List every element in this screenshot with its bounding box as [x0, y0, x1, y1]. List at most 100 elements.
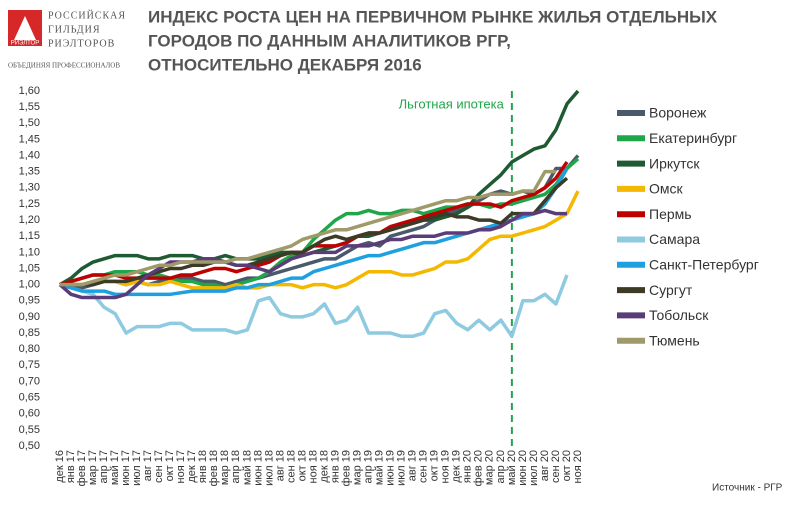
y-tick-label: 1,05	[19, 262, 40, 274]
legend-label: Омск	[649, 181, 684, 197]
x-tick-label: фев 18	[208, 450, 220, 486]
annotation-text: Льготная ипотека	[399, 96, 505, 111]
legend-label: Воронеж	[649, 105, 707, 121]
series-line	[59, 274, 569, 339]
x-tick-label: мар 17	[87, 450, 99, 485]
y-tick-label: 1,55	[19, 101, 40, 113]
x-tick-label: авг 19	[407, 450, 419, 481]
legend-label: Тюмень	[649, 332, 700, 348]
x-tick-label: май 17	[109, 450, 121, 485]
x-tick-label: мар 19	[351, 450, 363, 485]
x-tick-label: фев 20	[473, 450, 485, 486]
y-tick-label: 0,85	[19, 327, 40, 339]
x-tick-label: апр 20	[495, 450, 507, 483]
x-tick-label: авг 17	[142, 450, 154, 481]
y-tick-label: 0,50	[19, 440, 40, 452]
legend-label: Сургут	[649, 282, 693, 298]
legend-label: Екатеринбург	[649, 130, 737, 146]
legend-label: Иркутск	[649, 155, 700, 171]
x-tick-label: июл 17	[131, 450, 143, 486]
x-tick-label: окт 17	[164, 450, 176, 481]
x-tick-label: окт 20	[561, 450, 573, 481]
series-line	[59, 89, 580, 287]
x-tick-label: июн 20	[517, 450, 529, 486]
y-tick-label: 1,40	[19, 149, 40, 161]
x-tick-label: июл 19	[396, 450, 408, 486]
x-tick-label: янв 19	[329, 450, 341, 483]
y-tick-label: 0,80	[19, 343, 40, 355]
x-tick-label: авг 20	[539, 450, 551, 481]
y-tick-label: 0,60	[19, 408, 40, 420]
legend-label: Тобольск	[649, 307, 709, 323]
x-tick-label: окт 19	[429, 450, 441, 481]
y-tick-label: 0,75	[19, 359, 40, 371]
y-tick-label: 0,90	[19, 311, 40, 323]
x-tick-label: июл 18	[263, 450, 275, 486]
x-tick-label: июн 19	[385, 450, 397, 486]
y-tick-label: 1,25	[19, 198, 40, 210]
x-tick-label: ноя 19	[440, 450, 452, 483]
x-tick-label: апр 18	[230, 450, 242, 483]
x-tick-label: апр 17	[98, 450, 110, 483]
y-tick-label: 1,60	[19, 85, 40, 97]
x-tick-label: мар 18	[219, 450, 231, 485]
y-tick-label: 1,35	[19, 166, 40, 178]
x-tick-label: сен 18	[285, 450, 297, 483]
x-tick-label: окт 18	[296, 450, 308, 481]
x-tick-label: июл 20	[528, 450, 540, 486]
x-tick-label: мар 20	[484, 450, 496, 485]
y-tick-label: 0,65	[19, 391, 40, 403]
x-tick-label: сен 20	[550, 450, 562, 483]
x-tick-label: май 19	[374, 450, 386, 485]
x-tick-label: дек 17	[186, 450, 198, 483]
y-tick-label: 1,30	[19, 182, 40, 194]
x-tick-label: янв 17	[65, 450, 77, 483]
series-line	[60, 169, 556, 287]
logo-text: РОССИЙСКАЯ	[48, 9, 126, 21]
x-tick-label: июн 17	[120, 450, 132, 486]
x-tick-label: авг 18	[274, 450, 286, 481]
y-tick-label: 0,55	[19, 424, 40, 436]
x-tick-label: ноя 20	[572, 450, 584, 483]
x-tick-label: ноя 18	[307, 450, 319, 483]
legend-label: Санкт-Петербург	[649, 257, 759, 273]
logo-icon-text: РИЭЛТОР	[11, 41, 39, 47]
x-tick-label: дек 16	[54, 450, 66, 483]
x-tick-label: ноя 17	[175, 450, 187, 483]
x-tick-label: май 20	[506, 450, 518, 485]
y-tick-label: 0,95	[19, 295, 40, 307]
y-tick-label: 1,20	[19, 214, 40, 226]
logo: РИЭЛТОР РОССИЙСКАЯ ГИЛЬДИЯ РИЭЛТОРОВ ОБЪ…	[8, 9, 126, 70]
series-line	[58, 208, 567, 300]
x-tick-label: янв 18	[197, 450, 209, 483]
legend-label: Самара	[649, 231, 700, 247]
x-tick-label: апр 19	[363, 450, 375, 483]
x-tick-label: янв 20	[462, 450, 474, 483]
y-tick-label: 1,45	[19, 133, 40, 145]
x-tick-label: июн 18	[252, 450, 264, 486]
logo-tagline: ОБЪЕДИНЯЯ ПРОФЕССИОНАЛОВ	[8, 62, 120, 70]
series-line	[59, 167, 569, 297]
source: Источник - РГР	[712, 483, 783, 494]
y-tick-label: 1,15	[19, 230, 40, 242]
logo-shape	[14, 16, 36, 40]
logo-text: РИЭЛТОРОВ	[48, 38, 115, 49]
x-tick-label: дек 19	[451, 450, 463, 483]
x-tick-label: фев 17	[76, 450, 88, 486]
chart-title: ОТНОСИТЕЛЬНО ДЕКАБРЯ 2016	[148, 55, 422, 74]
logo-text: ГИЛЬДИЯ	[48, 24, 101, 35]
x-tick-label: дек 18	[318, 450, 330, 483]
series-line	[59, 161, 569, 287]
legend-label: Пермь	[649, 206, 692, 222]
x-tick-label: май 18	[241, 450, 253, 485]
chart-title: ГОРОДОВ ПО ДАННЫМ АНАЛИТИКОВ РГР,	[148, 31, 511, 50]
y-tick-label: 1,10	[19, 246, 40, 258]
chart-title: ИНДЕКС РОСТА ЦЕН НА ПЕРВИЧНОМ РЫНКЕ ЖИЛЬ…	[148, 7, 718, 26]
series-line	[60, 190, 580, 290]
x-tick-label: фев 19	[340, 450, 352, 486]
y-tick-label: 1,50	[19, 117, 40, 129]
x-tick-label: сен 17	[153, 450, 165, 483]
x-tick-label: сен 19	[418, 450, 430, 483]
y-tick-label: 1,00	[19, 279, 40, 291]
